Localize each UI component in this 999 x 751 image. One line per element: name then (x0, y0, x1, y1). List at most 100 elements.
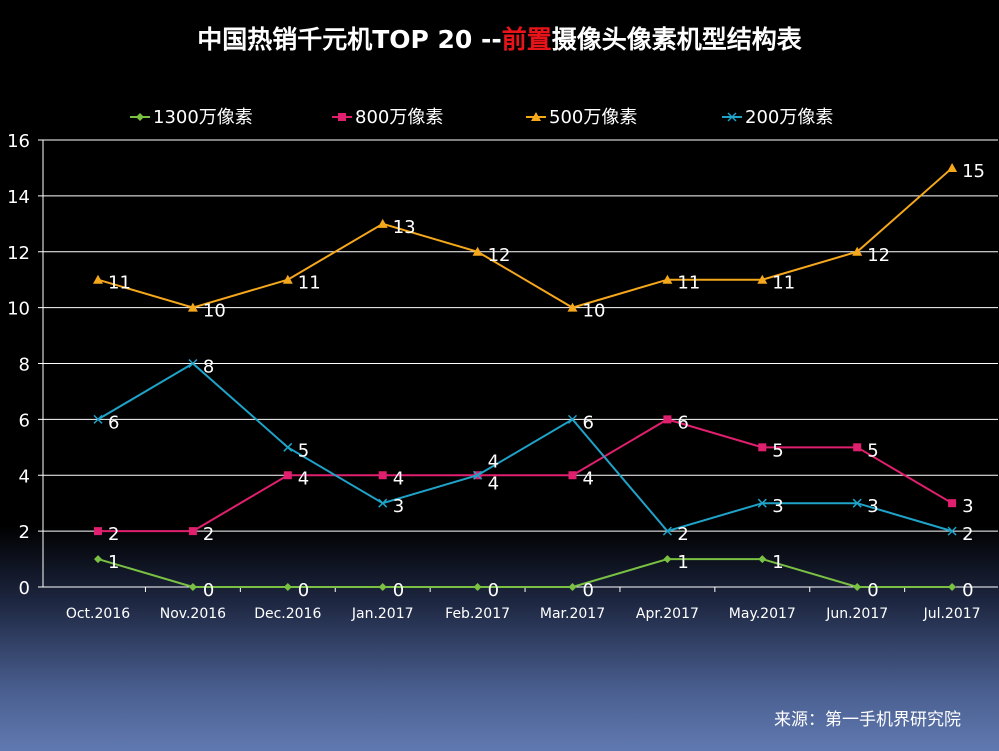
data-label: 11 (298, 273, 321, 294)
data-label: 11 (108, 273, 131, 294)
legend-label: 200万像素 (745, 107, 833, 128)
data-point (568, 583, 577, 591)
legend-label: 800万像素 (355, 107, 443, 128)
data-point (567, 414, 578, 424)
data-label: 1 (772, 552, 783, 573)
data-label: 5 (298, 440, 309, 461)
data-point (662, 274, 673, 284)
data-point (283, 471, 292, 480)
data-label: 4 (583, 468, 594, 489)
legend-marker (338, 113, 346, 121)
data-label: 2 (962, 524, 973, 545)
title-suffix: 摄像头像素机型结构表 (551, 25, 802, 54)
x-tick-label: Apr.2017 (636, 606, 699, 622)
data-point (187, 302, 198, 312)
data-label: 0 (393, 580, 404, 601)
data-label: 5 (867, 440, 878, 461)
data-point (757, 498, 767, 508)
y-tick-label: 10 (7, 299, 30, 320)
data-label: 15 (962, 161, 985, 182)
data-point (662, 526, 672, 536)
data-label: 8 (203, 357, 214, 378)
data-point (188, 527, 197, 536)
data-label: 13 (393, 217, 416, 238)
data-point (378, 471, 387, 480)
data-label: 4 (298, 468, 309, 489)
data-label: 2 (108, 524, 119, 545)
series-line (98, 418, 953, 533)
legend-label: 1300万像素 (153, 107, 253, 128)
y-tick-label: 6 (19, 410, 30, 431)
x-tick-label: May.2017 (729, 606, 796, 622)
x-tick-label: Mar.2017 (540, 606, 605, 622)
x-tick-label: Nov.2016 (160, 606, 226, 622)
data-point (948, 499, 957, 508)
y-tick-label: 14 (7, 187, 30, 208)
data-label: 10 (203, 301, 226, 322)
data-label: 6 (677, 412, 688, 433)
x-tick-label: Jul.2017 (923, 606, 981, 622)
legend-marker (531, 112, 541, 121)
data-label: 11 (677, 273, 700, 294)
series-line (97, 362, 953, 533)
data-point (94, 527, 102, 536)
x-tick-label: Jun.2017 (825, 606, 888, 622)
data-label: 0 (203, 580, 214, 601)
data-label: 2 (203, 524, 214, 545)
data-label: 5 (772, 440, 783, 461)
data-label: 4 (488, 451, 499, 472)
data-point (93, 274, 103, 284)
data-point (948, 583, 957, 591)
data-point (663, 415, 672, 424)
data-point (567, 302, 578, 312)
data-point (758, 555, 767, 564)
data-point (758, 443, 767, 452)
data-point (188, 583, 197, 591)
data-label: 0 (962, 580, 973, 601)
data-label: 12 (867, 245, 890, 266)
x-tick-label: Oct.2016 (66, 606, 130, 622)
data-point (852, 246, 863, 256)
data-point (282, 274, 293, 284)
data-point (473, 470, 483, 480)
data-point (377, 218, 388, 228)
y-tick-label: 0 (19, 578, 30, 599)
data-label: 0 (583, 580, 594, 601)
data-point (853, 443, 862, 452)
source-note: 来源：第一手机界研究院 (774, 710, 961, 730)
data-point (853, 583, 862, 591)
y-tick-label: 4 (19, 466, 30, 487)
x-tick-label: Feb.2017 (445, 606, 510, 622)
data-label: 0 (488, 580, 499, 601)
data-label: 10 (583, 301, 606, 322)
legend-marker (727, 112, 737, 122)
data-label: 4 (393, 468, 404, 489)
data-point (473, 583, 482, 591)
y-tick-label: 2 (19, 522, 30, 543)
y-tick-label: 8 (19, 355, 30, 376)
data-point (378, 583, 387, 591)
data-label: 3 (962, 496, 973, 517)
data-label: 1 (108, 552, 119, 573)
data-label: 6 (108, 412, 119, 433)
data-label: 12 (488, 245, 511, 266)
y-tick-label: 12 (7, 243, 30, 264)
data-label: 0 (298, 580, 309, 601)
data-point (757, 274, 768, 284)
data-label: 1 (677, 552, 688, 573)
data-point (947, 526, 957, 536)
title-highlight: 前置 (501, 25, 552, 54)
data-point (852, 498, 862, 508)
data-point (188, 358, 198, 369)
x-tick-label: Dec.2016 (254, 606, 321, 622)
data-label: 2 (677, 524, 688, 545)
series-line (97, 558, 953, 588)
data-point (472, 246, 483, 256)
data-label: 4 (488, 473, 499, 494)
data-point (568, 471, 577, 480)
data-point (663, 555, 672, 564)
data-point (378, 498, 388, 508)
data-label: 0 (867, 580, 878, 601)
series-line (97, 167, 953, 309)
